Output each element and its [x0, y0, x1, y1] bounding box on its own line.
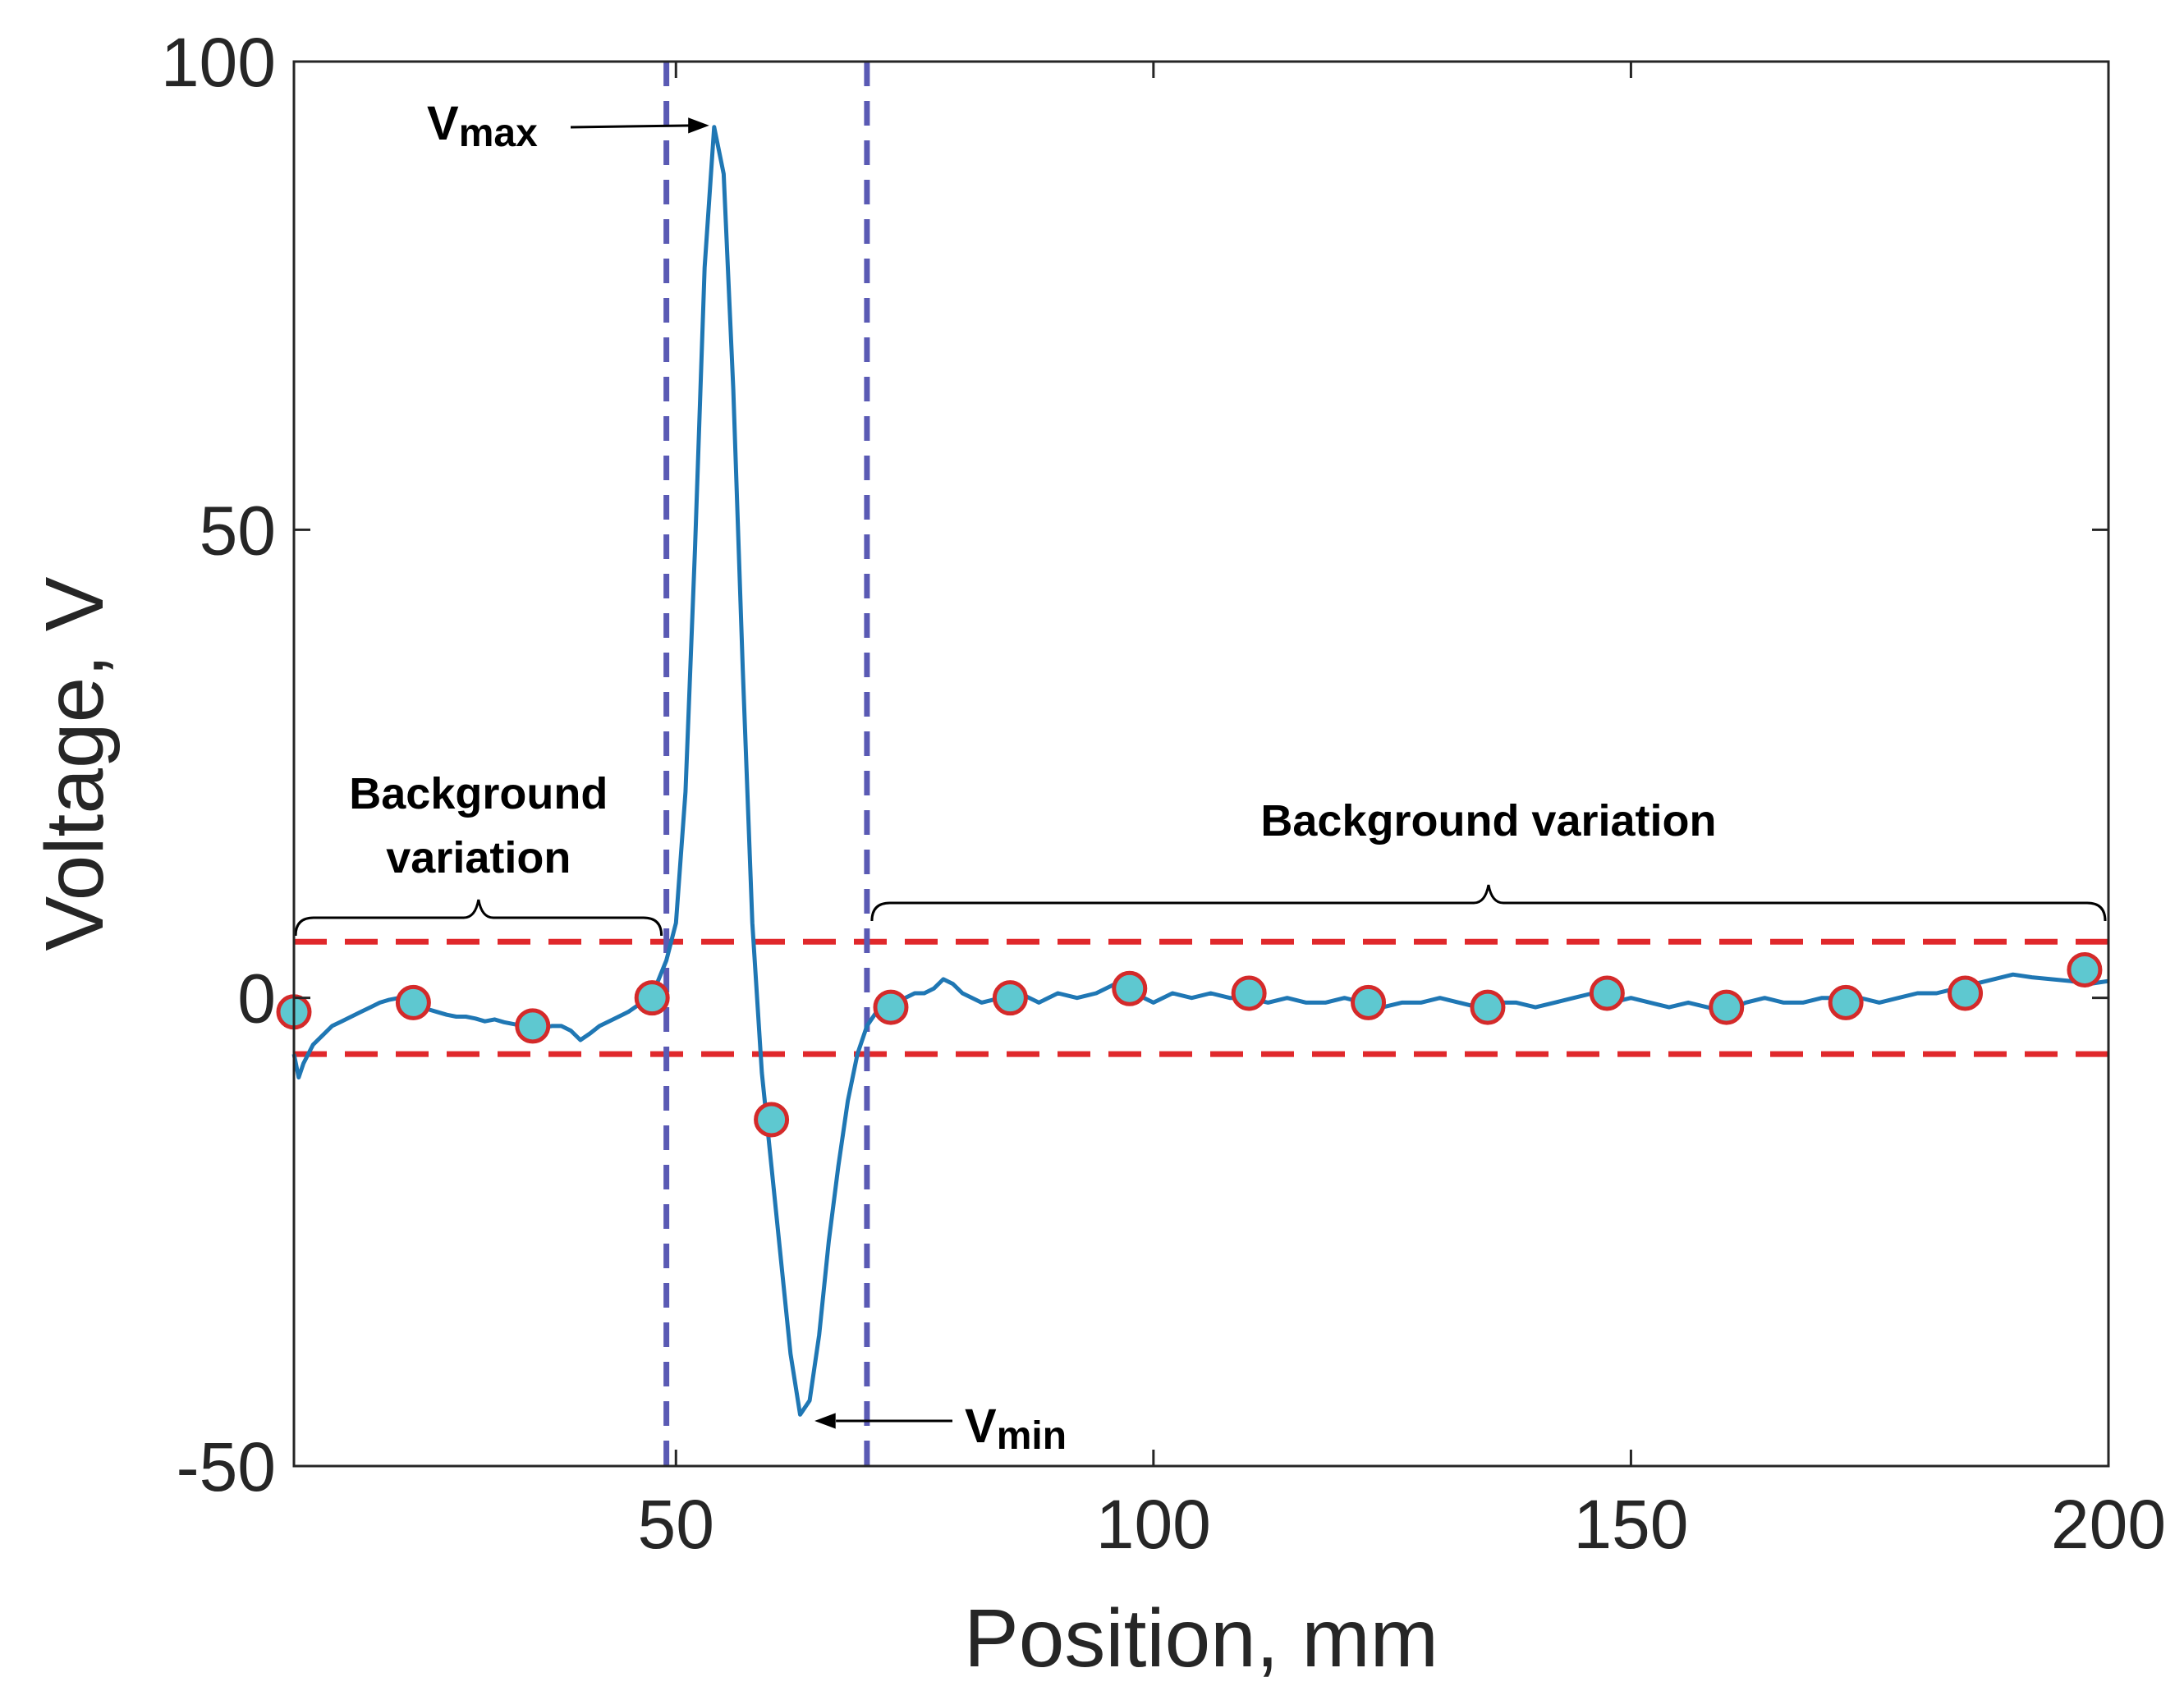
sample-marker-13: [1828, 984, 1864, 1020]
x-axis-title: Position, mm: [964, 1592, 1438, 1684]
x-tick-label-2: 150: [1573, 1486, 1688, 1563]
vmin-label-sub: min: [997, 1414, 1067, 1458]
reference-lines-group: [294, 62, 2108, 1466]
sample-marker-3: [634, 980, 670, 1016]
sample-marker-10: [1470, 989, 1506, 1025]
vmin-label: Vmin: [965, 1400, 1067, 1458]
y-tick-label-0: -50: [177, 1428, 276, 1505]
sample-marker-12: [1709, 989, 1745, 1025]
sample-marker-8: [1231, 975, 1267, 1011]
vmax-label: Vmax: [427, 97, 538, 155]
markers-group: [276, 951, 2103, 1138]
bg-right-label-line-0: Background variation: [1260, 796, 1716, 845]
y-axis-title: Voltage, V: [29, 576, 121, 951]
sample-marker-15: [2067, 951, 2103, 987]
sample-marker-2: [515, 1008, 551, 1044]
y-tick-label-3: 100: [161, 24, 276, 101]
axes-group: 50 100 150 200 -50 0 50 100: [161, 24, 2166, 1563]
bg-left-brace: [294, 899, 663, 937]
vmax-label-sub: max: [459, 112, 538, 155]
sample-marker-6: [992, 980, 1028, 1016]
vmax-arrow-head: [688, 117, 709, 134]
bg-left-label-line-0: Background: [349, 769, 608, 818]
sample-marker-7: [1112, 970, 1148, 1006]
x-tick-label-1: 100: [1096, 1486, 1211, 1563]
vmin-arrow-head: [814, 1413, 836, 1429]
sample-marker-14: [1948, 975, 1984, 1011]
vmax-arrow-line: [570, 124, 695, 129]
y-tick-label-2: 50: [200, 492, 276, 569]
bg-left-label-line-1: variation: [386, 833, 571, 882]
sample-marker-11: [1589, 975, 1625, 1011]
vmin-label-main: V: [965, 1400, 997, 1453]
series-group: [291, 125, 2109, 1417]
signal-line: [291, 125, 2109, 1417]
sample-marker-9: [1351, 984, 1387, 1020]
y-tick-label-1: 0: [237, 960, 276, 1038]
x-tick-label-0: 50: [638, 1486, 714, 1563]
x-tick-label-3: 200: [2051, 1486, 2166, 1563]
sample-marker-5: [873, 989, 909, 1025]
vmax-label-main: V: [427, 97, 459, 150]
axes-frame: [292, 60, 2110, 1468]
sample-marker-4: [754, 1102, 790, 1138]
sample-marker-1: [395, 984, 431, 1020]
bg-right-brace: [870, 884, 2107, 922]
